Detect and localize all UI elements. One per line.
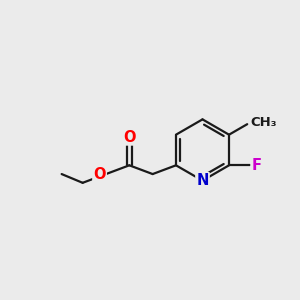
Text: CH₃: CH₃ — [251, 116, 277, 129]
Text: F: F — [251, 158, 261, 173]
Text: O: O — [123, 130, 136, 145]
Text: N: N — [196, 173, 209, 188]
Text: O: O — [93, 167, 106, 182]
